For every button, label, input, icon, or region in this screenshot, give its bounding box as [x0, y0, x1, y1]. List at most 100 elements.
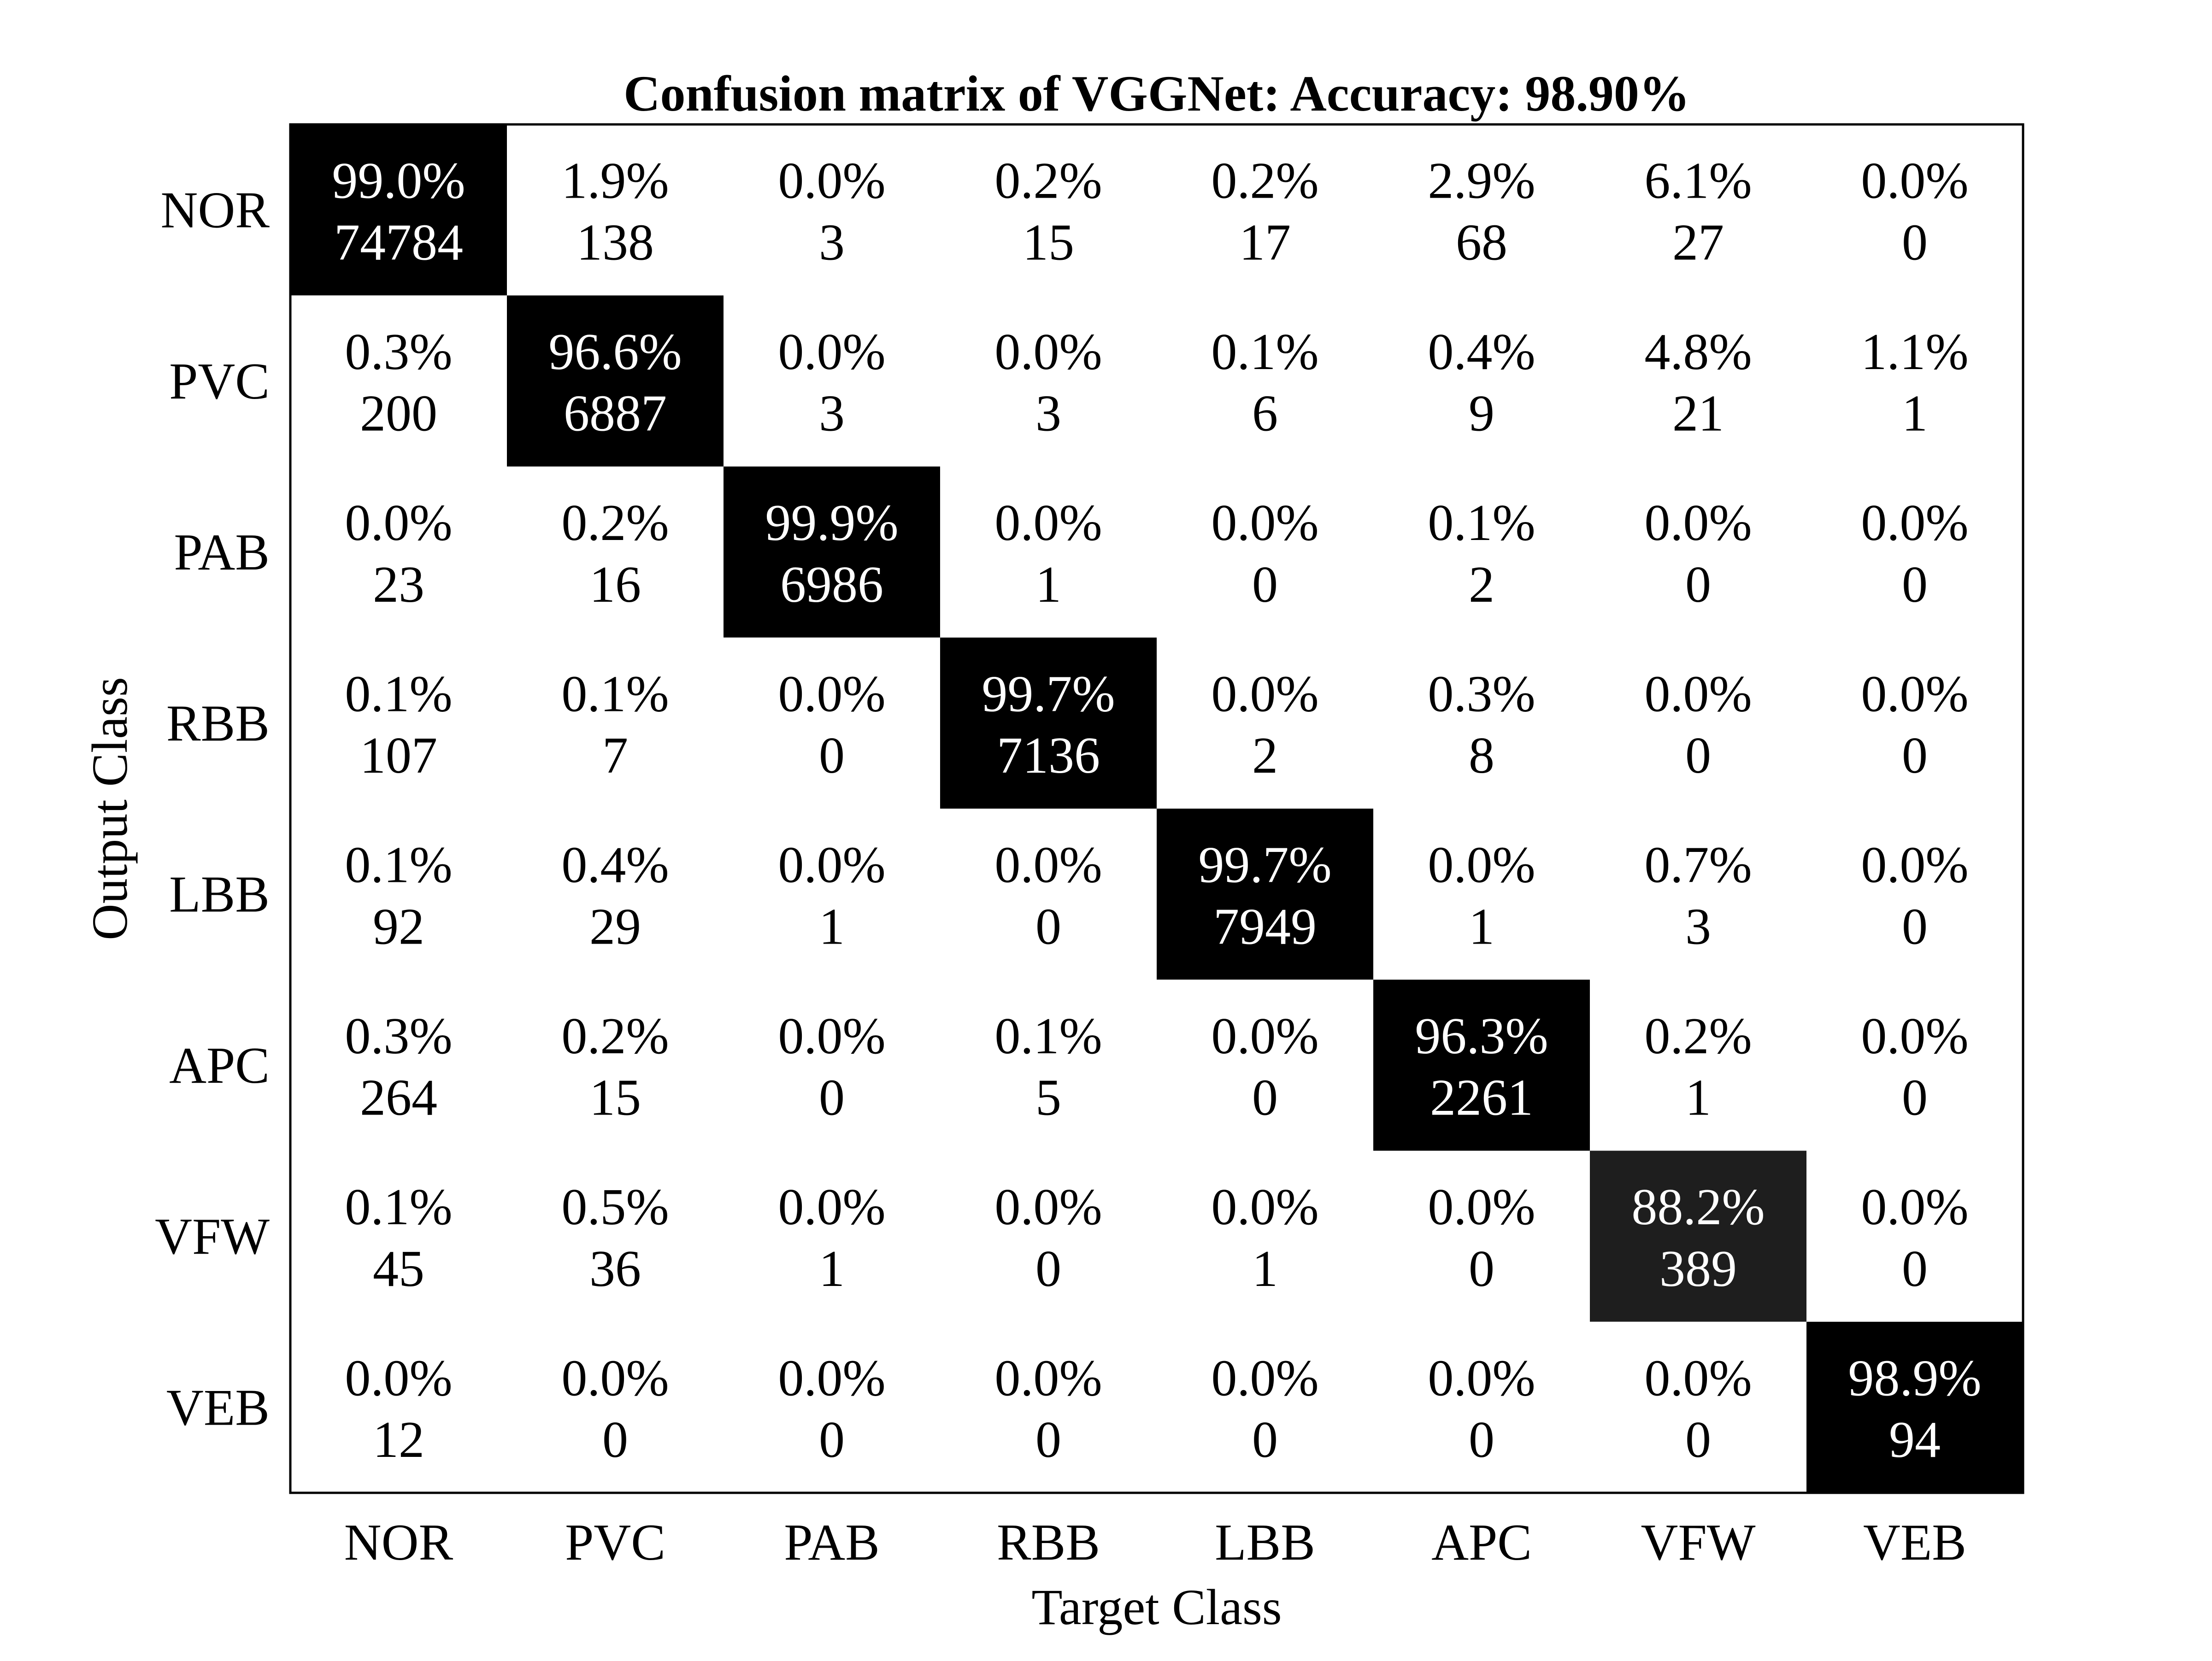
y-tick-label-apc: APC — [169, 1037, 270, 1094]
cell-count-label-veb-nor: 12 — [373, 1411, 424, 1468]
cell-count-label-pvc-lbb: 6 — [1252, 385, 1278, 442]
y-tick-label-lbb: LBB — [169, 866, 270, 923]
cell-percent-label-apc-vfw: 0.2% — [1644, 1008, 1752, 1065]
matrix-cell-rbb-pvc — [507, 637, 724, 809]
matrix-cell-lbb-pab — [724, 809, 940, 980]
cell-count-label-apc-rbb: 5 — [1035, 1069, 1061, 1127]
cell-count-label-pvc-nor: 200 — [360, 385, 437, 442]
cell-count-label-rbb-pab: 0 — [819, 727, 845, 784]
cell-percent-label-veb-vfw: 0.0% — [1644, 1350, 1752, 1407]
cell-count-label-vfw-vfw: 389 — [1659, 1240, 1737, 1297]
cell-count-label-vfw-veb: 0 — [1902, 1240, 1928, 1297]
cell-percent-label-pab-lbb: 0.0% — [1211, 494, 1318, 552]
x-tick-label-vfw: VFW — [1641, 1514, 1756, 1571]
cell-count-label-apc-nor: 264 — [360, 1069, 437, 1127]
matrix-cell-pvc-apc — [1373, 295, 1590, 467]
cell-count-label-vfw-pvc: 36 — [589, 1240, 641, 1297]
cell-count-label-rbb-vfw: 0 — [1685, 727, 1711, 784]
cell-percent-label-apc-lbb: 0.0% — [1211, 1008, 1318, 1065]
cell-percent-label-nor-vfw: 6.1% — [1644, 153, 1752, 210]
cell-count-label-apc-veb: 0 — [1902, 1069, 1928, 1127]
cell-percent-label-veb-veb: 98.9% — [1848, 1350, 1981, 1407]
cell-percent-label-lbb-pvc: 0.4% — [561, 837, 669, 894]
cell-percent-label-pab-apc: 0.1% — [1428, 494, 1535, 552]
cell-count-label-rbb-veb: 0 — [1902, 727, 1928, 784]
cell-count-label-rbb-nor: 107 — [360, 727, 437, 784]
tick-labels: NOR PVC PAB RBB LBB APC VFW VEB NOR PVC PAB RBB LBB A… — [155, 182, 1966, 1571]
cell-count-label-apc-pab: 0 — [819, 1069, 845, 1127]
cell-count-label-pvc-rbb: 3 — [1035, 385, 1061, 442]
cell-count-label-nor-veb: 0 — [1902, 214, 1928, 271]
cell-percent-label-rbb-pab: 0.0% — [778, 665, 885, 722]
matrix-cell-lbb-vfw — [1590, 809, 1806, 980]
cell-percent-label-nor-nor: 99.0% — [332, 153, 465, 210]
cell-percent-label-pab-rbb: 0.0% — [994, 494, 1102, 552]
matrix-cell-lbb-pvc — [507, 809, 724, 980]
cell-count-label-lbb-pvc: 29 — [589, 898, 641, 955]
cell-percent-label-veb-pvc: 0.0% — [561, 1350, 669, 1407]
cell-percent-label-vfw-pab: 0.0% — [778, 1179, 885, 1236]
cell-count-label-lbb-rbb: 0 — [1035, 898, 1061, 955]
matrix-cell-pvc-rbb — [940, 295, 1157, 467]
cell-percent-label-lbb-rbb: 0.0% — [994, 837, 1102, 894]
matrix-cell-vfw-vfw — [1590, 1150, 1806, 1322]
matrix-cell-veb-pab — [724, 1321, 940, 1493]
cell-count-label-veb-apc: 0 — [1469, 1411, 1494, 1468]
cell-count-label-lbb-nor: 92 — [373, 898, 424, 955]
cell-count-label-pvc-veb: 1 — [1902, 385, 1928, 442]
cell-count-label-veb-veb: 94 — [1889, 1411, 1941, 1468]
cell-count-label-veb-pab: 0 — [819, 1411, 845, 1468]
matrix-cell-nor-nor — [290, 124, 507, 296]
matrix-cell-veb-apc — [1373, 1321, 1590, 1493]
y-tick-label-rbb: RBB — [166, 695, 270, 752]
cell-count-label-rbb-pvc: 7 — [602, 727, 628, 784]
cell-percent-label-nor-rbb: 0.2% — [994, 153, 1102, 210]
cell-percent-label-pab-vfw: 0.0% — [1644, 494, 1752, 552]
cell-count-label-rbb-rbb: 7136 — [997, 727, 1100, 784]
matrix-cell-pab-vfw — [1590, 466, 1806, 638]
y-tick-label-pab: PAB — [174, 524, 270, 581]
cell-percent-label-rbb-lbb: 0.0% — [1211, 665, 1318, 722]
cell-count-label-lbb-veb: 0 — [1902, 898, 1928, 955]
matrix-cell-veb-vfw — [1590, 1321, 1806, 1493]
cell-percent-label-lbb-vfw: 0.7% — [1644, 837, 1752, 894]
cell-percent-label-pvc-nor: 0.3% — [345, 323, 452, 381]
matrix-cell-apc-vfw — [1590, 980, 1806, 1151]
matrix-cell-nor-veb — [1806, 124, 2023, 296]
matrix-cell-lbb-nor — [290, 809, 507, 980]
matrix-cell-nor-pvc — [507, 124, 724, 296]
cell-count-label-pvc-pab: 3 — [819, 385, 845, 442]
cell-count-label-pab-pvc: 16 — [589, 556, 641, 613]
matrix-cell-vfw-pab — [724, 1150, 940, 1322]
cell-count-label-apc-apc: 2261 — [1430, 1069, 1533, 1127]
cell-percent-label-pvc-apc: 0.4% — [1428, 323, 1535, 381]
matrix-cell-vfw-lbb — [1157, 1150, 1373, 1322]
cell-percent-label-nor-pvc: 1.9% — [561, 153, 669, 210]
cell-count-label-nor-rbb: 15 — [1023, 214, 1074, 271]
cell-count-label-vfw-nor: 45 — [373, 1240, 424, 1297]
cell-percent-label-apc-rbb: 0.1% — [994, 1008, 1102, 1065]
cell-percent-label-rbb-apc: 0.3% — [1428, 665, 1535, 722]
y-tick-label-nor: NOR — [161, 182, 270, 239]
cell-percent-label-rbb-vfw: 0.0% — [1644, 665, 1752, 722]
matrix-cell-lbb-veb — [1806, 809, 2023, 980]
matrix-cell-rbb-nor — [290, 637, 507, 809]
plot-frame — [289, 123, 2024, 1494]
matrix-cell-lbb-lbb — [1157, 809, 1373, 980]
cell-percent-label-nor-lbb: 0.2% — [1211, 153, 1318, 210]
cell-count-label-nor-apc: 68 — [1456, 214, 1507, 271]
cell-count-label-veb-pvc: 0 — [602, 1411, 628, 1468]
matrix-cell-veb-veb — [1806, 1321, 2023, 1493]
cell-percent-label-vfw-veb: 0.0% — [1861, 1179, 1968, 1236]
x-tick-label-rbb: RBB — [997, 1514, 1100, 1571]
cell-count-label-veb-rbb: 0 — [1035, 1411, 1061, 1468]
cell-count-label-rbb-apc: 8 — [1469, 727, 1494, 784]
matrix-cell-pvc-pab — [724, 295, 940, 467]
cell-percent-label-lbb-nor: 0.1% — [345, 837, 452, 894]
matrix-cell-pvc-nor — [290, 295, 507, 467]
cell-percent-label-pvc-lbb: 0.1% — [1211, 323, 1318, 381]
cell-percent-label-apc-nor: 0.3% — [345, 1008, 452, 1065]
matrix-cell-vfw-apc — [1373, 1150, 1590, 1322]
cell-percent-label-vfw-apc: 0.0% — [1428, 1179, 1535, 1236]
matrix-cell-nor-lbb — [1157, 124, 1373, 296]
